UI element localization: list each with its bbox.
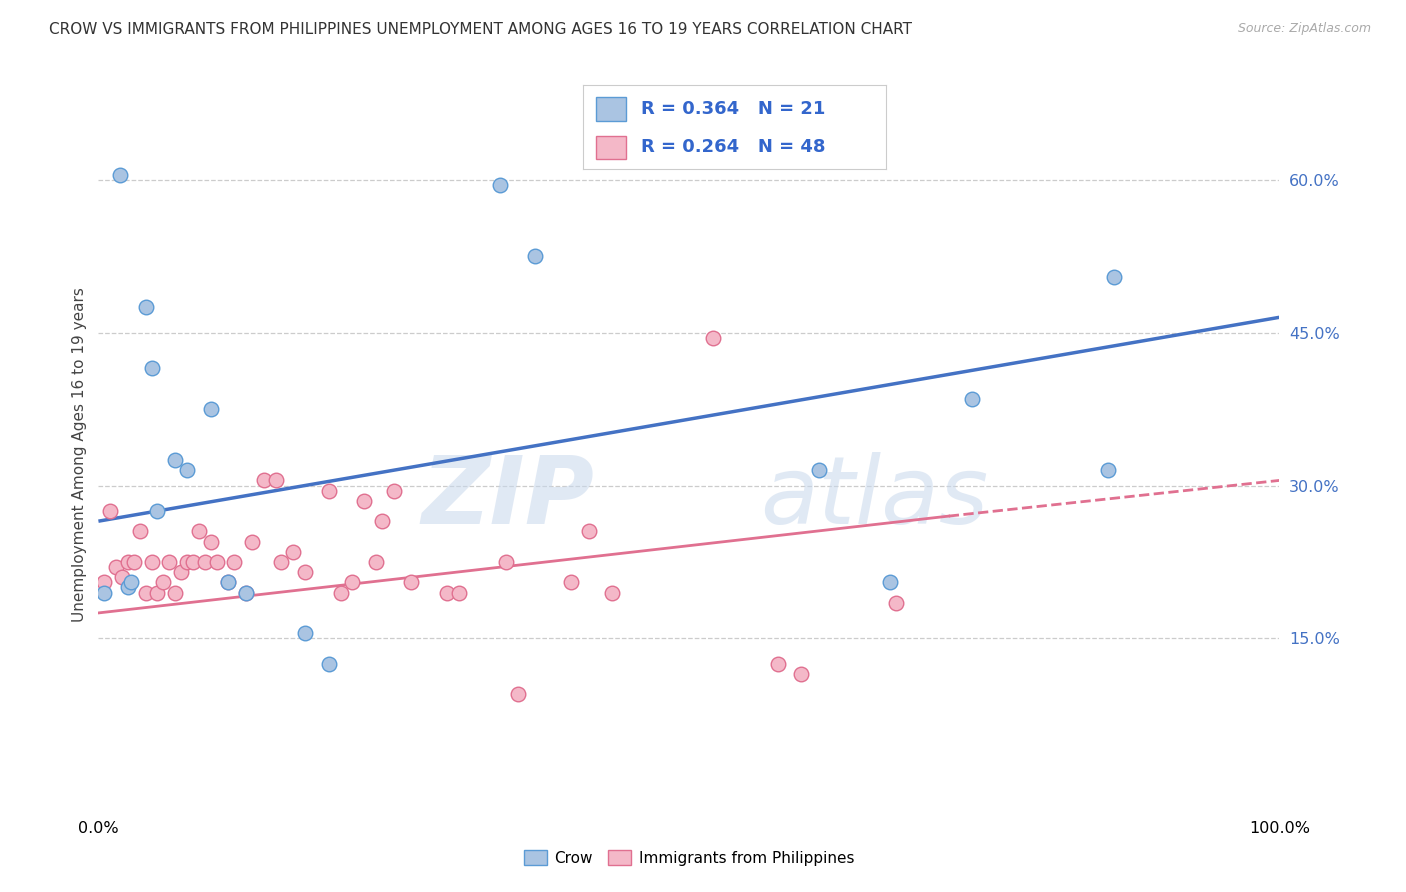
Point bbox=[884, 596, 907, 610]
Point bbox=[382, 483, 405, 498]
Point bbox=[170, 565, 193, 579]
Point bbox=[506, 688, 529, 702]
Point bbox=[560, 575, 582, 590]
Point bbox=[205, 555, 228, 569]
Point bbox=[181, 555, 204, 569]
Point bbox=[1097, 463, 1119, 477]
Text: CROW VS IMMIGRANTS FROM PHILIPPINES UNEMPLOYMENT AMONG AGES 16 TO 19 YEARS CORRE: CROW VS IMMIGRANTS FROM PHILIPPINES UNEM… bbox=[49, 22, 912, 37]
Point bbox=[187, 524, 209, 539]
Point bbox=[135, 585, 157, 599]
Point bbox=[294, 626, 316, 640]
Point bbox=[318, 657, 340, 671]
Point bbox=[135, 300, 157, 314]
Text: ZIP: ZIP bbox=[422, 451, 595, 544]
Text: Source: ZipAtlas.com: Source: ZipAtlas.com bbox=[1237, 22, 1371, 36]
Point bbox=[200, 534, 222, 549]
Point bbox=[141, 361, 163, 376]
Point bbox=[879, 575, 901, 590]
Point bbox=[1102, 269, 1125, 284]
Point bbox=[194, 555, 217, 569]
Y-axis label: Unemployment Among Ages 16 to 19 years: Unemployment Among Ages 16 to 19 years bbox=[72, 287, 87, 623]
Point bbox=[235, 585, 257, 599]
Point bbox=[235, 585, 257, 599]
Point bbox=[342, 575, 364, 590]
Point bbox=[108, 168, 131, 182]
Point bbox=[353, 493, 375, 508]
Point bbox=[217, 575, 239, 590]
Point bbox=[200, 402, 222, 417]
Point bbox=[766, 657, 789, 671]
Point bbox=[121, 575, 143, 590]
Text: R = 0.364   N = 21: R = 0.364 N = 21 bbox=[641, 100, 825, 119]
Point bbox=[176, 463, 198, 477]
Point bbox=[165, 585, 187, 599]
Point bbox=[152, 575, 174, 590]
Point bbox=[578, 524, 600, 539]
Point bbox=[270, 555, 292, 569]
Point bbox=[294, 565, 316, 579]
Point bbox=[401, 575, 423, 590]
Point bbox=[224, 555, 246, 569]
Point bbox=[240, 534, 263, 549]
Point bbox=[98, 504, 121, 518]
Point bbox=[117, 555, 139, 569]
Text: atlas: atlas bbox=[759, 452, 988, 543]
Point bbox=[146, 504, 169, 518]
Point bbox=[495, 555, 517, 569]
Point bbox=[217, 575, 239, 590]
Point bbox=[105, 560, 128, 574]
Point bbox=[283, 545, 305, 559]
Point bbox=[371, 514, 394, 528]
Point bbox=[146, 585, 169, 599]
Legend: Crow, Immigrants from Philippines: Crow, Immigrants from Philippines bbox=[517, 844, 860, 871]
Point bbox=[165, 453, 187, 467]
Point bbox=[962, 392, 984, 406]
Bar bbox=[596, 97, 626, 121]
Point bbox=[329, 585, 352, 599]
Point bbox=[436, 585, 458, 599]
Text: R = 0.264   N = 48: R = 0.264 N = 48 bbox=[641, 138, 825, 156]
Point bbox=[790, 667, 813, 681]
Bar bbox=[596, 136, 626, 160]
Point bbox=[447, 585, 470, 599]
Point bbox=[489, 178, 512, 192]
Point bbox=[264, 474, 287, 488]
Point bbox=[176, 555, 198, 569]
Point bbox=[600, 585, 623, 599]
Point bbox=[318, 483, 340, 498]
Point bbox=[93, 575, 115, 590]
Point bbox=[253, 474, 276, 488]
Point bbox=[702, 331, 724, 345]
Point bbox=[364, 555, 387, 569]
Point bbox=[117, 581, 139, 595]
Point bbox=[157, 555, 180, 569]
Point bbox=[807, 463, 830, 477]
Point bbox=[524, 249, 547, 263]
Point bbox=[122, 555, 145, 569]
Point bbox=[93, 585, 115, 599]
Point bbox=[141, 555, 163, 569]
Point bbox=[111, 570, 134, 584]
Point bbox=[128, 524, 150, 539]
